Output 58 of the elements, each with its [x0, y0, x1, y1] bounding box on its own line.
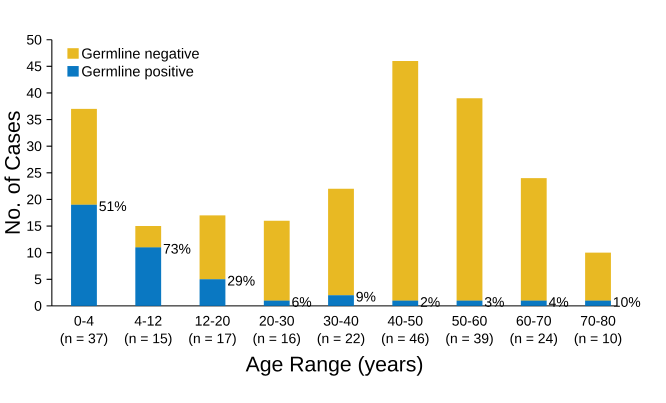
bar: [200, 215, 226, 280]
y-tick-label: 15: [27, 221, 42, 231]
total-label: (n = 17): [189, 332, 236, 346]
bar: [264, 220, 290, 300]
bar: [71, 204, 97, 306]
annotation: 4%: [548, 297, 568, 307]
bar: [328, 295, 354, 306]
bar: [328, 188, 354, 296]
x-axis-title: Age Range (years): [246, 356, 422, 376]
x-tick-label: 60-70: [516, 316, 551, 326]
bar: [135, 226, 162, 248]
bar: [456, 300, 482, 306]
annotation: 51%: [99, 201, 126, 212]
annotation: 10%: [614, 296, 640, 307]
x-tick-label: 40-50: [388, 316, 422, 326]
legend-label: Germline positive: [82, 66, 194, 80]
total-label: (n = 16): [253, 332, 300, 346]
annotation: 29%: [228, 276, 255, 286]
y-tick-label: 30: [26, 141, 42, 152]
total-label: (n = 39): [446, 332, 493, 346]
x-tick-label: 4-12: [134, 316, 162, 326]
bar: [392, 60, 418, 300]
annotation: 2%: [420, 297, 440, 307]
x-tick-label: 50-60: [452, 316, 487, 326]
bar: [585, 252, 611, 300]
bar: [585, 300, 611, 306]
annotation: 73%: [164, 244, 190, 254]
total-label: (n = 46): [382, 332, 429, 346]
bar: [456, 98, 482, 300]
bar: [200, 279, 226, 306]
bar: [264, 300, 290, 306]
x-tick-label: 20-30: [260, 316, 294, 326]
y-tick-label: 40: [26, 88, 42, 98]
annotation: 9%: [356, 292, 376, 302]
y-tick-label: 5: [34, 274, 42, 284]
y-tick-label: 0: [34, 300, 42, 311]
x-tick-label: 0-4: [74, 316, 94, 326]
bar: [135, 247, 162, 306]
total-label: (n = 10): [574, 332, 622, 346]
y-axis-title: No. of Cases: [4, 111, 20, 234]
total-label: (n = 15): [124, 332, 172, 346]
bar: [520, 178, 547, 300]
bar: [520, 300, 547, 306]
total-label: (n = 37): [60, 332, 108, 346]
x-tick-label: 30-40: [324, 316, 358, 326]
x-tick-label: 12-20: [196, 316, 230, 326]
y-tick-label: 45: [26, 61, 42, 72]
bar: [71, 108, 97, 205]
legend-label: Germline negative: [82, 48, 199, 62]
bar: [392, 300, 418, 306]
x-tick-label: 70-80: [580, 316, 616, 326]
total-label: (n = 22): [318, 332, 364, 346]
total-label: (n = 24): [510, 332, 558, 346]
y-tick-label: 20: [27, 194, 42, 204]
y-tick-label: 50: [26, 34, 42, 45]
y-tick-label: 35: [26, 114, 42, 124]
y-tick-label: 25: [27, 168, 42, 178]
y-tick-label: 10: [27, 248, 42, 258]
